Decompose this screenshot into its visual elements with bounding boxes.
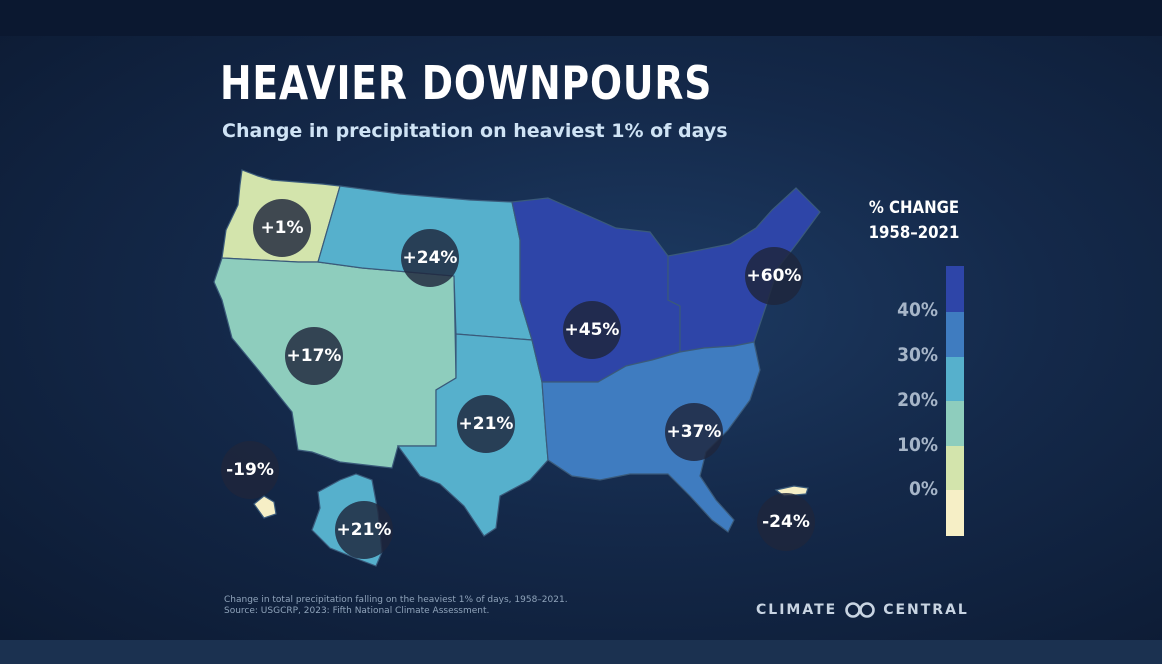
legend-swatch <box>946 446 964 490</box>
climate-central-logo: CLIMATE CENTRAL <box>756 601 969 619</box>
label-midwest: +45% <box>563 301 621 359</box>
legend-label-40: 40% <box>897 299 938 321</box>
legend-swatch <box>946 490 964 536</box>
label-southwest: +17% <box>285 327 343 385</box>
legend-swatch <box>946 312 964 357</box>
label-northwest: +1% <box>253 199 311 257</box>
legend-color-scale <box>946 266 964 536</box>
brand-right: CENTRAL <box>883 602 969 618</box>
page-title: HEAVIER DOWNPOURS <box>220 56 713 110</box>
infinity-icon <box>845 602 876 618</box>
region-hawaii <box>253 495 277 519</box>
legend-swatch <box>946 266 964 312</box>
label-alaska: +21% <box>335 501 393 559</box>
legend-swatch <box>946 357 964 401</box>
label-northern-plains: +24% <box>401 229 459 287</box>
top-band <box>0 0 1162 36</box>
label-puerto-rico: -24% <box>757 493 815 551</box>
region-southeast <box>541 341 761 533</box>
legend-swatch <box>946 401 964 446</box>
legend-title-line1: % CHANGE <box>868 198 960 218</box>
legend-label-30: 30% <box>897 344 938 366</box>
label-southeast: +37% <box>665 403 723 461</box>
page-subtitle: Change in precipitation on heaviest 1% o… <box>222 120 728 142</box>
legend-title: % CHANGE 1958–2021 <box>859 196 968 246</box>
label-southern-plains: +21% <box>457 395 515 453</box>
brand-left: CLIMATE <box>756 602 838 618</box>
legend-title-line2: 1958–2021 <box>868 223 960 243</box>
legend-label-10: 10% <box>897 434 938 456</box>
label-northeast: +60% <box>745 247 803 305</box>
legend-label-0: 0% <box>908 478 938 500</box>
footnote-line1: Change in total precipitation falling on… <box>224 595 568 605</box>
footnote-source: Source: USGCRP, 2023: Fifth National Cli… <box>224 606 490 616</box>
footnote: Change in total precipitation falling on… <box>224 595 568 617</box>
legend-label-20: 20% <box>897 389 938 411</box>
bottom-band <box>0 640 1162 664</box>
label-hawaii: -19% <box>221 441 279 499</box>
